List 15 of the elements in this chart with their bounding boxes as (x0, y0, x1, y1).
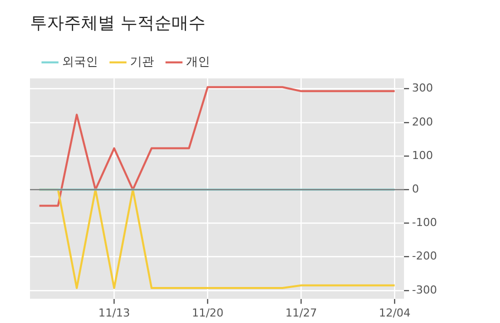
y-tick-label: 0 (412, 182, 420, 196)
y-tick-label: -200 (412, 250, 438, 263)
y-tick-label: 100 (412, 148, 434, 162)
chart-title: 투자주체별 누적순매수 (30, 14, 206, 34)
y-tick-label: 200 (412, 115, 434, 128)
x-tick-label: 11/27 (285, 306, 318, 320)
legend-label: 외국인 (62, 54, 98, 69)
y-tick-label: -100 (412, 216, 438, 230)
y-tick-label: 300 (412, 82, 434, 95)
legend-label: 기관 (130, 54, 154, 69)
x-tick-label: 11/13 (98, 306, 130, 320)
legend-label: 개인 (186, 54, 210, 69)
y-tick-label: -300 (412, 283, 438, 296)
x-tick-label: 11/20 (192, 306, 224, 320)
x-tick-label: 12/04 (378, 306, 411, 320)
